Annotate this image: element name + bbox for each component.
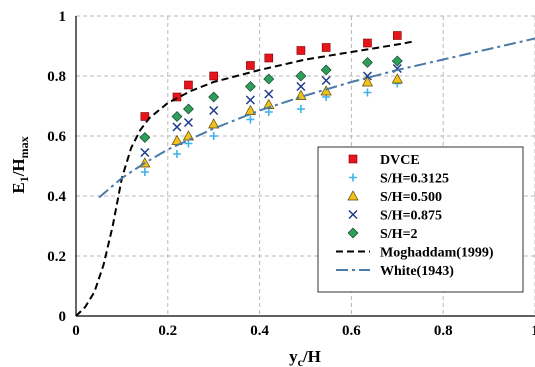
data-point bbox=[171, 111, 183, 122]
data-point bbox=[208, 118, 220, 129]
series-line bbox=[75, 40, 414, 317]
data-point bbox=[244, 81, 256, 92]
series-group bbox=[75, 31, 535, 317]
data-point bbox=[172, 122, 182, 132]
data-point bbox=[140, 147, 150, 158]
tick-labels: 0 0.2 0.4 0.6 0.8 1 0 0.2 0.4 0.6 0.8 1 bbox=[47, 9, 535, 339]
data-point bbox=[361, 76, 374, 87]
series-s-h-0-3125 bbox=[140, 79, 402, 176]
x-axis-label-sub: c bbox=[298, 355, 304, 367]
series-moghaddam-1999 bbox=[75, 40, 414, 317]
legend-marker-swatch bbox=[347, 227, 359, 239]
legend-marker-swatch bbox=[348, 154, 358, 164]
data-point bbox=[320, 64, 332, 76]
legend-label: White(1943) bbox=[380, 264, 454, 279]
legend-item: S/H=2 bbox=[347, 227, 418, 242]
data-point bbox=[184, 80, 193, 90]
x-tick-label: 0 bbox=[72, 323, 80, 339]
legend-marker-swatch bbox=[347, 190, 359, 201]
x-tick-label: 0.4 bbox=[250, 323, 269, 339]
x-axis-label-main: y bbox=[289, 347, 298, 366]
x-axis-label-rest: /H bbox=[302, 347, 321, 366]
data-point bbox=[245, 95, 255, 105]
data-point bbox=[321, 43, 331, 52]
data-point bbox=[264, 89, 274, 99]
legend-label: S/H=2 bbox=[380, 227, 418, 242]
data-point bbox=[363, 38, 372, 48]
y-tick-label: 1 bbox=[59, 9, 67, 25]
data-point bbox=[139, 132, 151, 143]
y-tick-label: 0.8 bbox=[47, 69, 66, 85]
legend-item: S/H=0.500 bbox=[347, 190, 442, 205]
data-point bbox=[172, 92, 182, 102]
data-point bbox=[296, 46, 306, 55]
legend: DVCE S/H=0.3125 S/H=0.500 S/H=0.875 S/H=2 Mog… bbox=[317, 146, 524, 293]
data-point bbox=[209, 71, 218, 81]
legend-item: White(1943) bbox=[336, 264, 454, 279]
data-point bbox=[246, 115, 255, 124]
y-axis-label-main: E bbox=[9, 182, 28, 193]
data-point bbox=[362, 57, 373, 68]
y-tick-label: 0 bbox=[59, 309, 67, 325]
y-axis-label: E1/Hmax bbox=[9, 136, 31, 193]
data-point bbox=[264, 53, 274, 63]
data-point bbox=[140, 112, 150, 121]
data-point bbox=[392, 31, 402, 40]
data-point bbox=[391, 73, 403, 84]
x-tick-label: 0.2 bbox=[158, 323, 177, 339]
data-point bbox=[209, 105, 219, 116]
x-tick-label: 0.6 bbox=[342, 323, 361, 339]
data-point bbox=[320, 85, 332, 96]
legend-label: Moghaddam(1999) bbox=[380, 246, 494, 261]
legend-item: DVCE bbox=[348, 153, 420, 168]
legend-item: S/H=0.875 bbox=[348, 209, 442, 224]
y-axis-label-sub1: 1 bbox=[17, 176, 31, 182]
legend-item: S/H=0.3125 bbox=[349, 172, 449, 187]
data-point bbox=[246, 61, 255, 70]
data-point bbox=[264, 108, 273, 116]
data-point bbox=[263, 73, 275, 85]
data-point bbox=[183, 103, 194, 115]
legend-label: DVCE bbox=[380, 153, 420, 168]
y-axis-label-sub2: max bbox=[17, 136, 31, 158]
x-tick-label: 0.8 bbox=[434, 323, 453, 339]
data-point bbox=[172, 150, 181, 158]
y-tick-label: 0.2 bbox=[47, 249, 66, 265]
series-dvce bbox=[140, 31, 402, 121]
data-point bbox=[296, 105, 305, 113]
data-point bbox=[296, 81, 306, 92]
data-point bbox=[182, 130, 195, 141]
data-point bbox=[208, 91, 220, 103]
data-point bbox=[140, 168, 149, 176]
legend-box bbox=[317, 146, 524, 293]
y-axis-label-mid: /H bbox=[9, 158, 28, 177]
legend-marker-swatch bbox=[348, 209, 358, 220]
x-axis-label: yc/H bbox=[289, 347, 321, 367]
series-line bbox=[98, 37, 535, 199]
legend-label: S/H=0.3125 bbox=[380, 172, 449, 187]
data-point bbox=[209, 132, 218, 140]
data-point bbox=[321, 75, 331, 86]
series-s-h-2 bbox=[139, 55, 403, 143]
legend-label: S/H=0.500 bbox=[380, 190, 442, 205]
y-tick-label: 0.6 bbox=[47, 129, 66, 145]
series-white-1943 bbox=[98, 37, 535, 199]
y-tick-label: 0.4 bbox=[47, 189, 66, 205]
legend-item: Moghaddam(1999) bbox=[336, 246, 494, 261]
legend-marker-swatch bbox=[349, 173, 357, 182]
legend-label: S/H=0.875 bbox=[380, 209, 442, 224]
data-point bbox=[363, 88, 372, 97]
data-point bbox=[183, 117, 193, 128]
data-point bbox=[295, 70, 307, 82]
x-tick-label: 1 bbox=[531, 323, 535, 339]
axes bbox=[75, 16, 535, 317]
data-point bbox=[184, 139, 193, 148]
data-point bbox=[391, 55, 403, 67]
series-s-h-0-875 bbox=[140, 63, 402, 158]
